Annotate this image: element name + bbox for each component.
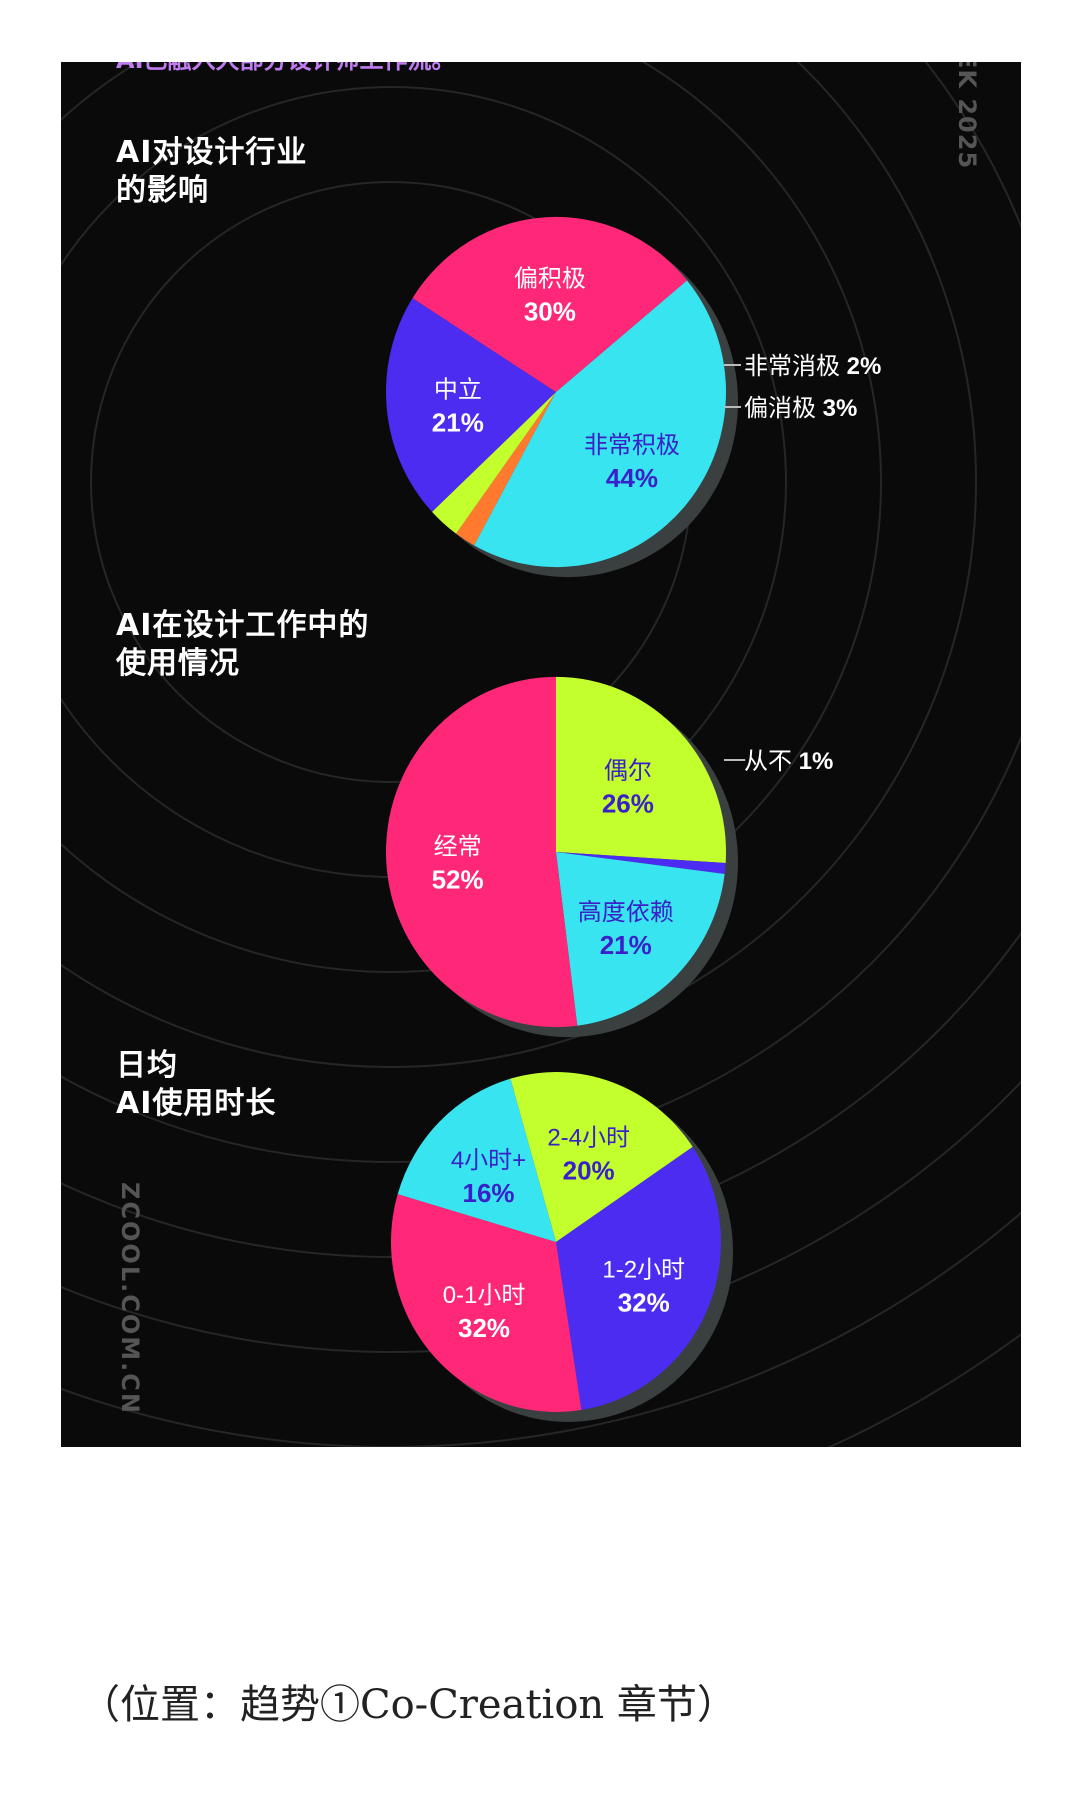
pie-slice: [432, 392, 556, 534]
slice-value: 21%: [432, 408, 484, 438]
slice-label: 高度依赖: [578, 899, 674, 926]
pie-chart-usage: 偶尔 26% 从不 1% 高度依赖 21% 经常 52%: [385, 676, 833, 1038]
background-arc: [61, 62, 977, 1068]
slice-value: 32%: [458, 1313, 510, 1343]
side-text-year: EK 2025: [953, 62, 981, 170]
background-arc: [61, 62, 882, 973]
callout-value: 3%: [823, 395, 858, 422]
slice-label: 0-1小时: [443, 1282, 526, 1309]
infographic-panel: AI已融入大部分设计师工作流。 EK 2025 ZCOOL.COM.CN AI对…: [61, 62, 1021, 1447]
pie-slice: [556, 676, 726, 863]
chart-title-usage: AI在设计工作中的 使用情况: [116, 607, 369, 683]
callout-value: 2%: [847, 353, 882, 380]
chart-title-impact: AI对设计行业 的影响: [116, 134, 307, 210]
chart-title-line: AI对设计行业: [116, 135, 308, 170]
slice-label: 2-4小时: [547, 1124, 630, 1151]
chart-title-line: AI使用时长: [116, 1086, 277, 1121]
slice-label: 中立: [434, 377, 482, 404]
background-arc: [61, 931, 1021, 1258]
background-arc: [61, 62, 1021, 1163]
slice-label: 4小时+: [451, 1147, 526, 1174]
pie-slice: [474, 280, 726, 568]
callout-label: 非常消极 2%: [744, 353, 881, 380]
slice-value: 20%: [563, 1155, 615, 1185]
chart-title-duration: 日均 AI使用时长: [116, 1047, 276, 1123]
slice-value: 21%: [600, 930, 652, 960]
slice-label: 非常积极: [584, 432, 680, 459]
pie-slice: [456, 392, 556, 546]
pie-slice: [556, 852, 726, 874]
callout-value: 1%: [799, 748, 834, 775]
pie-slice: [556, 1146, 721, 1410]
background-arc: [61, 1080, 1021, 1353]
slice-label: 偶尔: [604, 757, 652, 784]
slice-label: 1-2小时: [602, 1256, 685, 1283]
chart-title-line: 的影响: [116, 173, 209, 208]
pie-slice: [386, 298, 556, 512]
callout-label: 偏消极 3%: [744, 395, 857, 422]
slice-value: 30%: [524, 297, 576, 327]
slice-label: 偏积极: [514, 266, 586, 293]
pie-slice: [391, 1194, 582, 1412]
caption: （位置：趋势①Co-Creation 章节）: [80, 1682, 737, 1728]
pie-chart-impact: 非常积极 44% 非常消极 2% 偏消极 3% 中立 21% 偏积极 30%: [386, 216, 881, 578]
pie-slice: [510, 1072, 693, 1242]
chart-title-line: 日均: [116, 1048, 178, 1083]
pie-slice: [412, 216, 688, 392]
slice-label: 经常: [434, 833, 482, 860]
pie-chart-duration: 2-4小时 20% 1-2小时 32% 0-1小时 32% 4小时+ 16%: [391, 1072, 733, 1422]
slice-value: 32%: [618, 1287, 670, 1317]
pie-slice: [397, 1078, 556, 1242]
side-text-domain: ZCOOL.COM.CN: [116, 1182, 144, 1415]
header-cut-text: AI已融入大部分设计师工作流。: [116, 62, 456, 75]
chart-title-line: 使用情况: [116, 646, 240, 681]
slice-value: 44%: [606, 463, 658, 493]
slice-value: 16%: [462, 1178, 514, 1208]
slice-value: 52%: [432, 864, 484, 894]
chart-title-line: AI在设计工作中的: [116, 608, 370, 643]
pie-slice: [385, 676, 578, 1028]
slice-value: 26%: [602, 788, 654, 818]
pie-slice: [556, 852, 725, 1026]
callout-label: 从不 1%: [744, 748, 833, 775]
